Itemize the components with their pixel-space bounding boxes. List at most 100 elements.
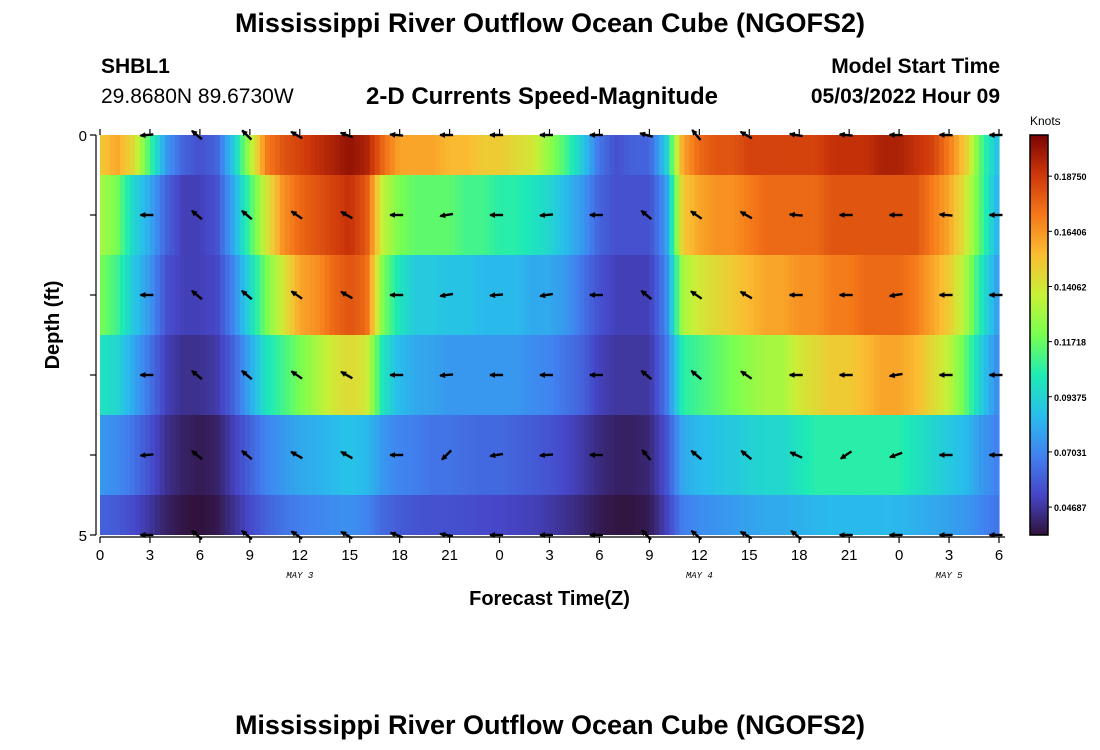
heatmap-cell	[619, 495, 626, 535]
heatmap-cell	[649, 335, 655, 415]
heatmap-cell	[869, 175, 875, 255]
heatmap-cell	[339, 495, 346, 535]
heatmap-cell	[479, 175, 486, 255]
colorbar-bar	[1029, 134, 1049, 536]
heatmap-cell	[814, 175, 820, 255]
current-vector	[739, 210, 753, 220]
heatmap-cell	[889, 135, 895, 175]
heatmap-cell	[239, 335, 246, 415]
heatmap-cell	[909, 255, 915, 335]
heatmap-cell	[959, 335, 965, 415]
heatmap-cell	[794, 135, 800, 175]
heatmap-cell	[114, 415, 121, 495]
heatmap-cell	[204, 335, 211, 415]
heatmap-cell	[539, 135, 546, 175]
current-vector	[439, 212, 454, 219]
heatmap-cell	[729, 175, 735, 255]
heatmap-cell	[629, 495, 635, 535]
heatmap-cell	[569, 175, 576, 255]
heatmap-cell	[199, 335, 206, 415]
heatmap-cell	[974, 175, 980, 255]
heatmap-cell	[864, 175, 870, 255]
heatmap-cell	[384, 255, 391, 335]
heatmap-cell	[159, 495, 166, 535]
heatmap-cell	[684, 175, 690, 255]
heatmap-cell	[859, 175, 865, 255]
heatmap-cell	[704, 255, 710, 335]
y-axis-label: Depth (ft)	[42, 281, 64, 370]
heatmap-cell	[669, 335, 675, 415]
heatmap-cell	[814, 335, 820, 415]
heatmap-cell	[119, 175, 126, 255]
heatmap-cell	[354, 335, 361, 415]
heatmap-cell	[100, 135, 106, 175]
heatmap-cell	[904, 175, 910, 255]
heatmap-cell	[234, 335, 241, 415]
current-vector	[191, 449, 203, 461]
heatmap-cell	[704, 335, 710, 415]
heatmap-cell	[784, 415, 790, 495]
heatmap-cell	[659, 495, 665, 535]
heatmap-cell	[869, 255, 875, 335]
heatmap-cell	[834, 255, 840, 335]
heatmap-cell	[409, 175, 416, 255]
heatmap-cell	[569, 135, 576, 175]
heatmap-cell	[879, 175, 885, 255]
heatmap-cell	[529, 255, 536, 335]
heatmap-cell	[339, 135, 346, 175]
heatmap-cell	[569, 255, 576, 335]
heatmap-cell	[564, 175, 571, 255]
heatmap-cell	[669, 495, 675, 535]
heatmap-cell	[274, 135, 281, 175]
heatmap-cell	[814, 135, 820, 175]
heatmap-cell	[259, 255, 266, 335]
heatmap-cell	[504, 255, 511, 335]
heatmap-cell	[259, 335, 266, 415]
heatmap-cell	[904, 415, 910, 495]
heatmap-cell	[374, 255, 381, 335]
heatmap-cell	[299, 495, 306, 535]
current-vector	[539, 292, 554, 299]
current-vector	[740, 370, 753, 380]
heatmap-cell	[914, 495, 920, 535]
heatmap-cell	[369, 335, 376, 415]
current-vector	[788, 131, 803, 138]
heatmap-cell	[994, 495, 1000, 535]
heatmap-cell	[614, 135, 621, 175]
heatmap-cell	[409, 135, 416, 175]
heatmap-cell	[319, 495, 326, 535]
heatmap-cell	[159, 255, 166, 335]
heatmap-cell	[864, 415, 870, 495]
heatmap-cell	[959, 255, 965, 335]
heatmap-cell	[764, 255, 770, 335]
heatmap-cell	[909, 335, 915, 415]
heatmap-cell	[624, 255, 631, 335]
heatmap-cell	[759, 135, 765, 175]
heatmap-cell	[709, 335, 715, 415]
heatmap-cell	[444, 495, 451, 535]
current-vector	[389, 131, 404, 138]
current-vector	[739, 290, 753, 300]
heatmap-cell	[219, 415, 226, 495]
colorbar-tick-label: 0.09375	[1054, 393, 1087, 403]
current-vector	[241, 129, 253, 141]
heatmap-cell	[924, 135, 930, 175]
heatmap-cell	[824, 175, 830, 255]
heatmap-cell	[209, 255, 216, 335]
heatmap-cell	[479, 495, 486, 535]
heatmap-cell	[779, 335, 785, 415]
heatmap-cell	[259, 415, 266, 495]
heatmap-cell	[119, 135, 126, 175]
heatmap-cell	[959, 415, 965, 495]
heatmap-cell	[114, 495, 121, 535]
heatmap-cell	[354, 175, 361, 255]
heatmap-cell	[984, 495, 990, 535]
heatmap-cell	[989, 135, 995, 175]
heatmap-cell	[689, 255, 695, 335]
heatmap-cell	[269, 135, 276, 175]
heatmap-cell	[594, 135, 601, 175]
heatmap-cell	[719, 495, 725, 535]
heatmap-cell	[734, 335, 740, 415]
heatmap-cell	[829, 495, 835, 535]
heatmap-cell	[304, 415, 311, 495]
